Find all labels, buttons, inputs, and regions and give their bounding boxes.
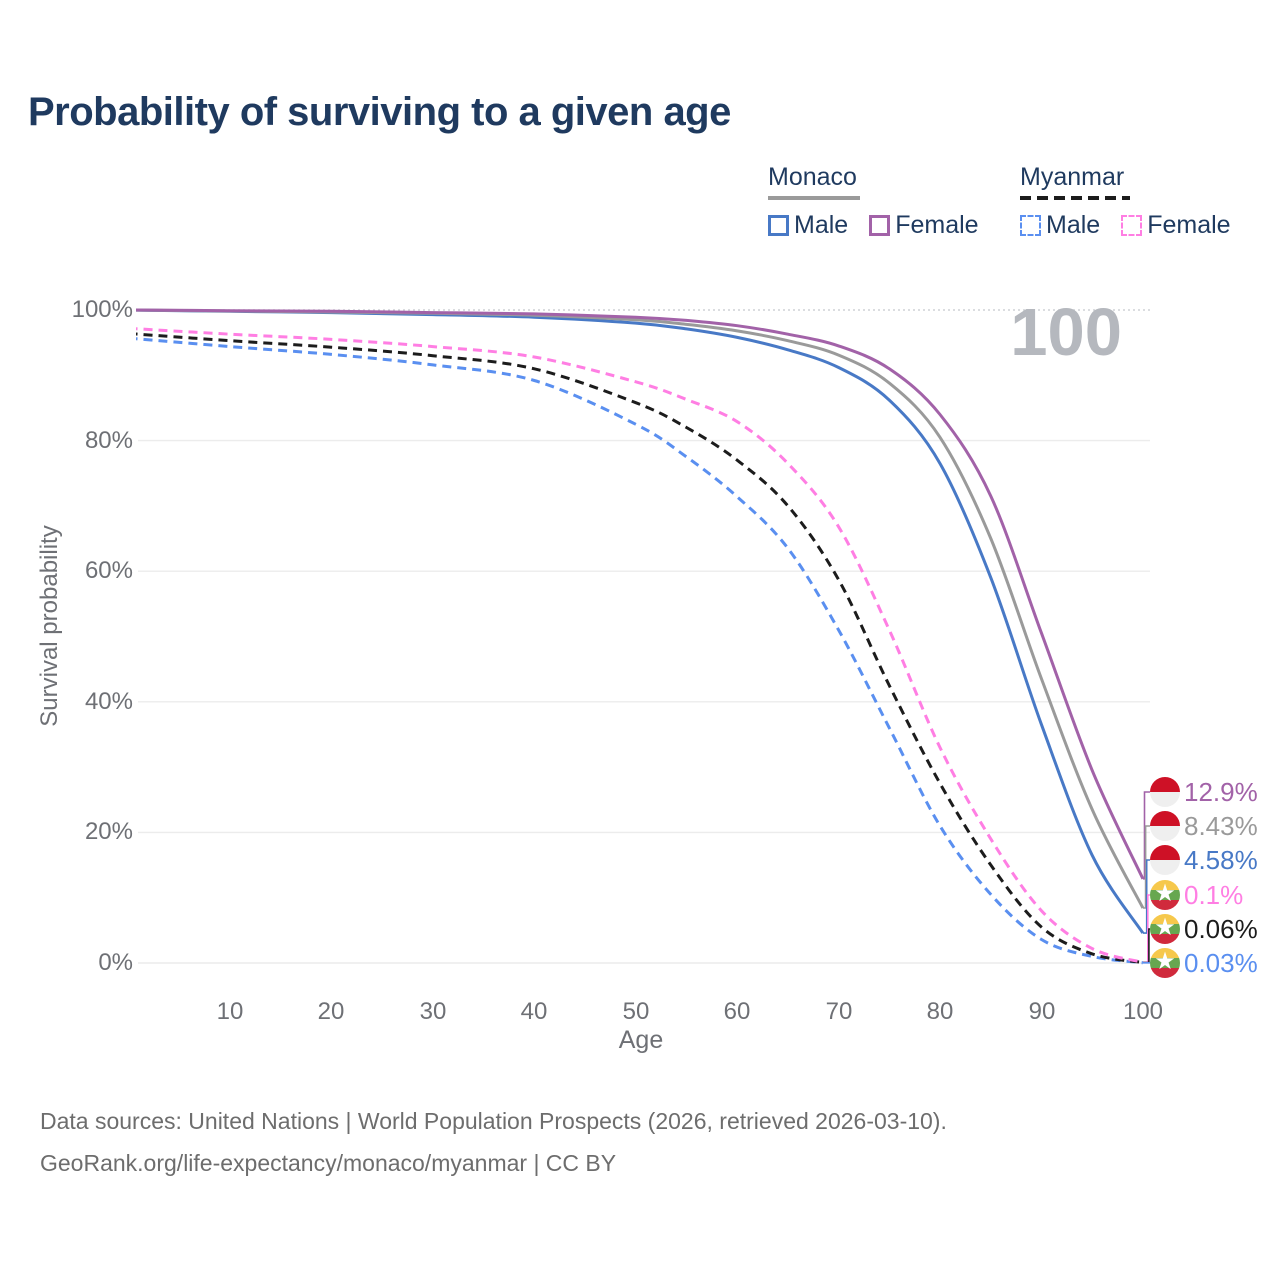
x-tick-label: 50 (622, 998, 650, 1025)
legend-item-monaco-male: Male (768, 211, 848, 240)
x-tick-label: 90 (1028, 998, 1056, 1025)
end-value: 8.43% (1184, 810, 1258, 841)
end-value: 12.9% (1184, 776, 1258, 807)
label-connector (1143, 825, 1150, 909)
myanmar-flag-icon: ★ (1150, 948, 1180, 978)
y-tick-label: 80% (84, 427, 133, 454)
x-tick-label: 30 (419, 998, 447, 1025)
legend-myanmar-line-sample (1020, 196, 1130, 200)
monaco-flag-icon (1150, 845, 1180, 875)
curve-monaco-female (136, 308, 1145, 880)
attribution-note: GeoRank.org/life-expectancy/monaco/myanm… (40, 1150, 617, 1176)
x-tick-label: 100 (1122, 998, 1164, 1025)
end-label-monaco-female: 12.9% (1150, 776, 1258, 808)
legend-item-myanmar-female: Female (1121, 211, 1231, 240)
x-axis-title: Age (618, 1026, 664, 1054)
monaco-male-swatch-icon (768, 215, 789, 236)
legend-monaco-line-sample (768, 196, 860, 200)
y-tick-label: 100% (71, 296, 133, 323)
legend-group-myanmar: Myanmar Male Female (1020, 163, 1231, 240)
y-tick-label: 60% (84, 557, 133, 584)
page-title: Probability of surviving to a given age (28, 90, 731, 134)
x-tick-label: 70 (825, 998, 853, 1025)
end-label-myanmar-total: ★ 0.06% (1150, 913, 1258, 945)
data-source-note: Data sources: United Nations | World Pop… (40, 1108, 947, 1134)
x-tick-label: 60 (723, 998, 751, 1025)
legend-myanmar-female-label: Female (1147, 211, 1231, 239)
y-tick-label: 20% (84, 818, 133, 845)
monaco-flag-icon (1150, 811, 1180, 841)
star-icon: ★ (1154, 948, 1176, 975)
end-label-monaco-total: 8.43% (1150, 810, 1258, 842)
end-label-monaco-male: 4.58% (1150, 844, 1258, 876)
end-value: 0.03% (1184, 947, 1258, 978)
legend-myanmar-label: Myanmar (1020, 163, 1125, 191)
x-tick-label: 40 (520, 998, 548, 1025)
y-tick-label: 40% (84, 688, 133, 715)
legend-myanmar-male-label: Male (1046, 211, 1101, 239)
x-tick-label: 10 (216, 998, 244, 1025)
curve-myanmar-female (136, 327, 1144, 964)
myanmar-female-swatch-icon (1121, 215, 1143, 236)
x-tick-label: 20 (317, 998, 345, 1025)
star-icon: ★ (1154, 914, 1176, 941)
curve-monaco-total (136, 308, 1145, 909)
myanmar-male-swatch-icon (1020, 215, 1041, 236)
y-tick-label: 0% (98, 949, 133, 976)
monaco-female-swatch-icon (869, 215, 891, 236)
legend-group-monaco: Monaco Male Female (768, 163, 979, 240)
end-value: 4.58% (1184, 844, 1258, 875)
legend-monaco-female-label: Female (895, 211, 979, 239)
end-value: 0.1% (1184, 879, 1244, 910)
end-label-myanmar-male: ★ 0.03% (1150, 947, 1258, 979)
legend-monaco-male-label: Male (794, 211, 849, 239)
label-connector (1143, 859, 1150, 934)
legend-item-monaco-female: Female (869, 211, 979, 240)
end-label-myanmar-female: ★ 0.1% (1150, 879, 1243, 911)
myanmar-flag-icon: ★ (1150, 914, 1180, 944)
label-connector (1143, 928, 1150, 964)
x-tick-label: 80 (926, 998, 954, 1025)
legend-monaco-label: Monaco (768, 163, 857, 191)
label-connector (1143, 791, 1150, 880)
star-icon: ★ (1154, 880, 1176, 907)
end-value: 0.06% (1184, 913, 1258, 944)
legend-item-myanmar-male: Male (1020, 211, 1100, 240)
curve-myanmar-total (136, 332, 1144, 965)
y-axis-title: Survival probability (36, 525, 63, 727)
monaco-flag-icon (1150, 777, 1180, 807)
myanmar-flag-icon: ★ (1150, 880, 1180, 910)
curve-myanmar-male (136, 337, 1144, 965)
age-counter-watermark: 100 (1010, 295, 1122, 370)
